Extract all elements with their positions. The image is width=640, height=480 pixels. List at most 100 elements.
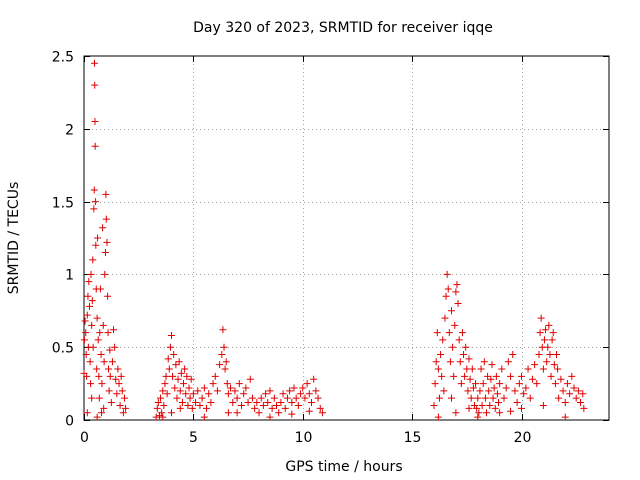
data-point (542, 326, 550, 334)
data-point (227, 384, 235, 392)
data-point (490, 384, 498, 392)
data-point (518, 372, 525, 380)
data-point (103, 238, 111, 246)
data-point (83, 311, 91, 319)
data-point (472, 380, 480, 388)
data-point (292, 394, 300, 402)
data-point (559, 387, 567, 395)
data-point (526, 394, 534, 402)
data-point (182, 390, 190, 398)
data-point (255, 409, 263, 417)
data-point (207, 399, 215, 407)
data-point (97, 350, 105, 358)
data-point (460, 350, 468, 358)
data-point (173, 394, 181, 402)
data-point (430, 401, 438, 409)
data-point (462, 343, 470, 351)
data-point (453, 281, 461, 289)
data-point (515, 380, 523, 388)
y-tick-label: 0 (65, 414, 74, 430)
data-point (266, 387, 274, 395)
data-point (281, 404, 289, 412)
data-point (480, 358, 488, 366)
data-point (87, 270, 95, 278)
data-point (91, 59, 98, 67)
data-point (568, 372, 576, 380)
data-point (495, 399, 503, 407)
data-point (115, 380, 123, 388)
data-point (283, 394, 291, 402)
data-point (468, 365, 476, 373)
data-point (80, 336, 88, 344)
data-point (455, 336, 463, 344)
data-point (456, 358, 464, 366)
data-point (478, 401, 486, 409)
y-axis-label: SRMTID / TECUs (6, 182, 22, 295)
data-point (119, 409, 127, 417)
data-point (439, 336, 447, 344)
data-point (224, 390, 232, 398)
data-point (162, 372, 170, 380)
data-point (229, 399, 237, 407)
data-point (166, 343, 174, 351)
data-point (491, 404, 499, 412)
data-point (540, 336, 548, 344)
data-point (485, 387, 493, 395)
data-point (233, 409, 241, 417)
data-point (158, 409, 166, 417)
data-point (102, 215, 110, 223)
data-point (440, 387, 448, 395)
data-point (507, 407, 515, 415)
data-point (90, 186, 98, 194)
data-point (120, 394, 128, 402)
data-point (100, 358, 108, 366)
data-point (88, 321, 96, 329)
data-point (434, 365, 442, 373)
data-point (449, 343, 457, 351)
data-point (84, 292, 92, 300)
data-point (102, 190, 110, 198)
data-point (520, 390, 528, 398)
data-point (445, 329, 453, 337)
data-point (305, 407, 313, 415)
y-tick-label: 1.5 (52, 196, 74, 212)
data-point (580, 404, 588, 412)
data-point (310, 375, 318, 383)
data-point (451, 321, 459, 329)
data-point (90, 205, 98, 213)
data-point (509, 350, 517, 358)
data-point (434, 413, 442, 421)
data-point (177, 369, 185, 377)
data-point (452, 409, 460, 417)
data-point (314, 394, 322, 402)
x-tick-label: 10 (295, 430, 313, 446)
data-point (99, 224, 107, 232)
data-point (94, 336, 102, 344)
data-point (186, 394, 194, 402)
data-point (248, 394, 256, 402)
data-point (242, 384, 250, 392)
data-point (188, 404, 196, 412)
data-point (169, 372, 177, 380)
x-axis-ticks: 0 5 10 15 20 (80, 56, 531, 446)
data-point (176, 404, 184, 412)
data-point (253, 399, 261, 407)
data-point (452, 288, 460, 296)
data-point (82, 329, 90, 337)
data-point (467, 394, 475, 402)
x-tick-label: 20 (514, 430, 532, 446)
data-point (93, 413, 101, 421)
data-point (152, 413, 160, 421)
data-point (533, 380, 541, 388)
data-point (500, 394, 508, 402)
data-point (465, 355, 473, 363)
data-point (454, 300, 462, 308)
data-point (85, 278, 93, 286)
data-point (86, 358, 94, 366)
data-point (522, 384, 530, 392)
data-point (477, 365, 485, 373)
y-axis-ticks: 0 0.5 1 1.5 2 2.5 (52, 50, 609, 430)
data-point (164, 355, 172, 363)
data-point (93, 365, 101, 373)
data-point (104, 292, 112, 300)
